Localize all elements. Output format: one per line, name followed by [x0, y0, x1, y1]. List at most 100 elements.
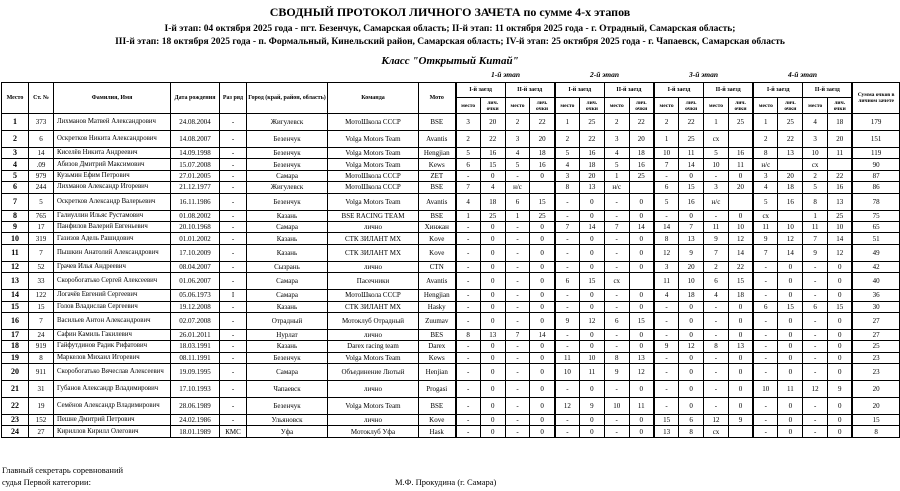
dob-cell: 26.01.2011 [170, 328, 220, 342]
moto-cell: Kove [418, 414, 456, 427]
points-cell: 0 [628, 192, 655, 211]
number-cell: 31 [28, 380, 54, 399]
name-cell: Пышкин Анатолий Александрович [53, 243, 171, 262]
position-cell: 8 [454, 328, 481, 342]
points-cell: 0 [827, 260, 853, 274]
position-cell: сх [703, 130, 729, 148]
position-cell: - [652, 363, 680, 382]
position-cell: - [603, 192, 630, 211]
position-cell: - [802, 414, 829, 427]
points-cell: 0 [777, 363, 804, 382]
total-cell: 119 [851, 146, 900, 160]
points-cell: 0 [777, 289, 804, 302]
points-cell: 0 [777, 272, 804, 291]
points-cell: 18 [678, 289, 705, 302]
points-cell: 0 [628, 289, 655, 302]
position-cell: 4 [504, 146, 531, 160]
points-cell: 22 [727, 260, 754, 274]
name-cell: Абизов Дмитрий Максимович [53, 158, 171, 171]
dob-cell: 08.11.1991 [170, 351, 220, 365]
points-cell: 13 [678, 232, 705, 245]
header-position: место [703, 97, 729, 114]
moto-cell: Kews [418, 158, 456, 171]
moto-cell: Kove [418, 243, 456, 262]
dob-cell: 01.06.2007 [170, 272, 220, 291]
points-cell: 0 [479, 380, 506, 399]
position-cell: сх [603, 272, 630, 291]
city-cell: Самара [246, 169, 328, 183]
position-cell: - [454, 289, 481, 302]
position-cell: - [553, 425, 581, 438]
points-cell: 14 [777, 243, 804, 262]
position-cell: 5 [752, 192, 779, 211]
place-cell: 18 [1, 340, 29, 353]
points-cell: 0 [827, 363, 853, 382]
place-cell: 6 [1, 181, 29, 194]
header-race-2-stage-4: II-й заезд [802, 82, 853, 98]
points-cell: 0 [727, 300, 754, 313]
points-cell: 0 [579, 414, 605, 427]
points-cell: 13 [479, 328, 506, 342]
name-cell: Кузьмин Ефим Петрович [53, 169, 171, 183]
position-cell: 8 [603, 351, 630, 365]
moto-cell: Kews [418, 351, 456, 365]
total-cell: 8 [851, 425, 900, 438]
position-cell: н/с [703, 192, 729, 211]
points-cell [628, 272, 655, 291]
rank-cell: КМС [219, 425, 247, 438]
number-cell: 24 [28, 328, 54, 342]
name-cell: Васильев Антон Александрович [53, 311, 171, 330]
position-cell: 7 [703, 243, 729, 262]
position-cell: - [553, 232, 581, 245]
position-cell: 2 [652, 113, 680, 131]
position-cell: - [454, 414, 481, 427]
points-cell: 0 [579, 300, 605, 313]
points-cell: 22 [777, 130, 804, 148]
points-cell: 10 [678, 272, 705, 291]
number-cell: 319 [28, 232, 54, 245]
points-cell: 13 [777, 146, 804, 160]
position-cell: 6 [504, 192, 531, 211]
number-cell: 33 [28, 272, 54, 291]
team-cell: Volga Motors Team [327, 351, 419, 365]
position-cell: 11 [652, 272, 680, 291]
points-cell: 0 [727, 328, 754, 342]
total-cell: 25 [851, 340, 900, 353]
team-cell: Volga Motors Team [327, 158, 419, 171]
place-cell: 1 [1, 113, 29, 131]
position-cell: - [752, 260, 779, 274]
name-cell: Гайфутдинов Радик Рифатович [53, 340, 171, 353]
position-cell: - [553, 243, 581, 262]
dob-cell: 01.08.2002 [170, 209, 220, 222]
team-cell: МотоШкола СССР [327, 181, 419, 194]
table-row: 11 7 Пышкин Анатолий Александрович 17.10.20… [1, 243, 900, 262]
position-cell: 3 [752, 169, 779, 183]
points-cell: 20 [479, 113, 506, 131]
number-cell: 15 [28, 300, 54, 313]
position-cell: 1 [504, 209, 531, 222]
points-cell: 0 [628, 380, 655, 399]
header-position: место [553, 97, 581, 114]
rank-cell: - [219, 243, 247, 262]
points-cell: 15 [628, 311, 655, 330]
number-cell: 122 [28, 289, 54, 302]
position-cell: 4 [454, 192, 481, 211]
position-cell: - [603, 380, 630, 399]
rank-cell: - [219, 260, 247, 274]
points-cell: 0 [579, 192, 605, 211]
header-race-1-stage-2: I-й заезд [553, 82, 605, 98]
position-cell: 8 [703, 340, 729, 353]
position-cell: 4 [553, 158, 581, 171]
points-cell: 0 [529, 414, 556, 427]
points-cell: 15 [579, 272, 605, 291]
number-cell: 27 [28, 425, 54, 438]
table-row: 24 27 Кириллов Кирилл Олегович 18.01.1989 КМ… [1, 425, 900, 438]
position-cell: - [454, 260, 481, 274]
points-cell: 18 [529, 146, 556, 160]
position-cell: - [504, 311, 531, 330]
position-cell: 7 [504, 328, 531, 342]
rank-cell: - [219, 146, 247, 160]
place-cell: 20 [1, 363, 29, 382]
table-row: 8 765 Галиуллин Ильяс Рустамович 01.08.2002… [1, 209, 900, 222]
table-row: 16 7 Васильев Антон Александрович 02.07.200… [1, 311, 900, 330]
